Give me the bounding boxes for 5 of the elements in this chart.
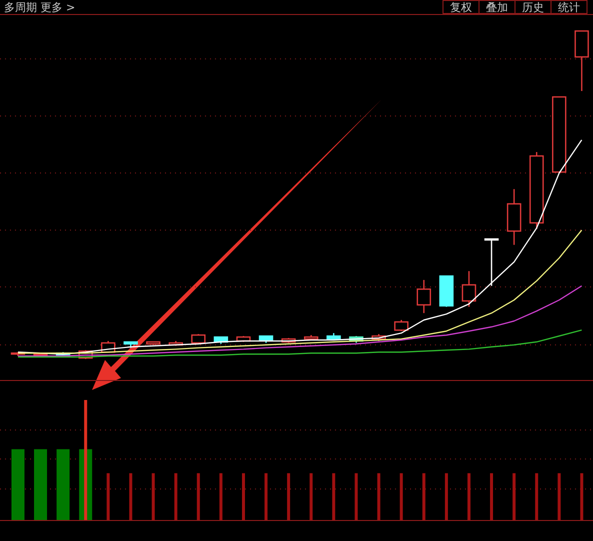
text: 复权 [450,1,472,14]
text: 多周期 更多 > [4,1,76,14]
text: 统计 [558,1,580,14]
text: 历史 [522,1,544,14]
text: 叠加 [486,1,508,14]
